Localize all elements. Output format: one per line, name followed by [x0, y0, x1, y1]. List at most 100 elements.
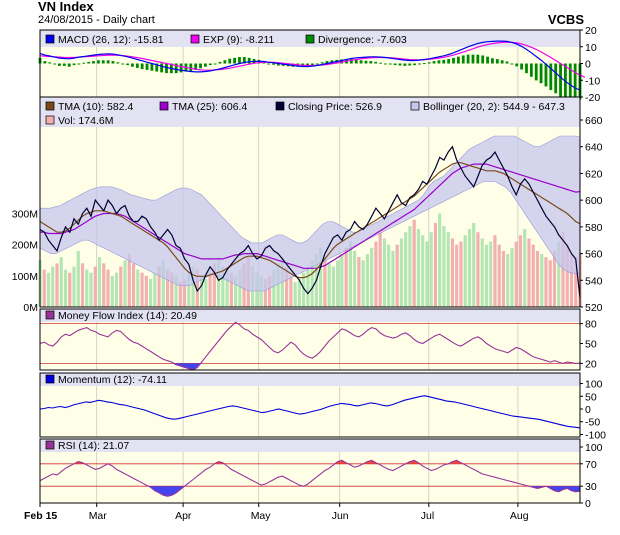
macd-divergence-bar	[364, 60, 368, 64]
volume-bar	[182, 278, 187, 307]
volume-bar	[178, 282, 182, 307]
macd-axis-tick-label-1: 10	[585, 42, 597, 54]
volume-bar	[306, 266, 310, 307]
volume-bar	[161, 260, 165, 307]
macd-divergence-bar	[369, 61, 373, 64]
volume-bar	[302, 272, 306, 307]
volume-bar	[170, 272, 174, 307]
volume-bar	[365, 254, 370, 307]
rsi-legend-bg	[40, 439, 580, 452]
volume-bar	[540, 254, 544, 307]
volume-bar	[497, 244, 501, 307]
macd-divergence-bar	[43, 61, 47, 64]
macd-divergence-bar	[87, 61, 91, 64]
volume-bar	[361, 260, 365, 307]
volume-bar	[293, 282, 297, 307]
macd-divergence-bar	[559, 63, 562, 97]
volume-bar	[370, 247, 374, 307]
volume-bar	[425, 241, 429, 307]
macd-divergence-bar	[418, 63, 421, 65]
momentum-axis-tick-label-2: 0	[585, 404, 591, 416]
volume-bar	[459, 241, 463, 307]
volume-bar	[216, 257, 221, 307]
volume-bar	[527, 238, 531, 307]
volume-bar	[319, 247, 323, 307]
volume-bar	[110, 275, 114, 307]
macd-divergence-bar	[466, 54, 470, 64]
macd-divergence-bar	[539, 63, 543, 84]
macd-divergence-bar	[359, 60, 363, 64]
mfi-axis-tick-label-2: 20	[585, 358, 597, 370]
macd-divergence-bar	[500, 60, 504, 64]
macd-divergence-bar	[447, 59, 451, 64]
macd-divergence-bar	[403, 63, 407, 66]
macd-divergence-bar	[267, 63, 271, 65]
volume-bar	[348, 241, 352, 307]
macd-divergence-bar	[349, 59, 353, 64]
macd-legend-1-label: EXP (9): -8.211	[203, 34, 275, 46]
price-legend-1-label: TMA (25): 606.4	[172, 101, 247, 113]
volume-bar	[378, 232, 382, 307]
macd-divergence-bar	[276, 63, 280, 66]
macd-divergence-bar	[101, 60, 105, 64]
volume-bar	[523, 229, 527, 307]
volume-bar	[340, 254, 344, 307]
momentum-legend-swatch	[45, 374, 55, 384]
macd-divergence-bar	[213, 63, 217, 65]
rsi-axis-tick-label-1: 70	[585, 459, 597, 471]
macd-divergence-bar	[82, 62, 86, 64]
volume-bar	[127, 254, 131, 307]
volume-axis-label-3: 0M	[23, 302, 38, 314]
volume-bar	[412, 219, 416, 307]
volume-bar	[63, 269, 68, 307]
momentum-axis-tick-label-3: -50	[585, 417, 600, 429]
price-legend-4-swatch	[45, 115, 55, 125]
macd-divergence-bar	[529, 63, 533, 77]
volume-bar	[569, 254, 574, 307]
macd-divergence-bar	[116, 62, 120, 64]
macd-divergence-bar	[354, 59, 358, 64]
mfi-axis-tick-label-1: 50	[585, 339, 597, 351]
macd-line	[39, 40, 581, 91]
macd-divergence-bar	[58, 63, 61, 66]
volume-bar	[514, 241, 518, 307]
rsi-legend-label: RSI (14): 21.07	[58, 440, 129, 452]
volume-bar	[97, 257, 102, 307]
price-axis-tick-label-3: 600	[585, 195, 603, 207]
volume-bar	[268, 275, 272, 307]
volume-bar	[123, 260, 127, 307]
macd-divergence-bar	[62, 63, 66, 66]
macd-divergence-bar	[379, 62, 382, 64]
volume-bar	[493, 235, 497, 307]
macd-divergence-bar	[495, 59, 499, 64]
macd-divergence-bar	[398, 63, 402, 66]
volume-bar	[72, 266, 76, 307]
price-legend-0-swatch	[45, 101, 55, 111]
macd-divergence-bar	[568, 63, 572, 101]
volume-bar	[399, 238, 404, 307]
macd-divergence-bar	[505, 61, 509, 64]
macd-divergence-bar	[155, 63, 159, 72]
month-label-2: Apr	[175, 510, 192, 522]
volume-bar	[552, 250, 557, 307]
macd-divergence-bar	[393, 63, 397, 66]
rsi-axis-tick-label-3: 0	[585, 498, 591, 510]
macd-divergence-bar	[340, 59, 344, 64]
volume-bar	[344, 247, 348, 307]
volume-bar	[51, 266, 55, 307]
macd-divergence-bar	[554, 63, 558, 94]
momentum-axis-tick-label-0: 100	[585, 379, 603, 391]
volume-bar	[531, 244, 535, 307]
price-axis-tick-label-2: 620	[585, 168, 603, 180]
macd-divergence-bar	[471, 54, 475, 64]
macd-divergence-bar	[48, 62, 52, 64]
macd-divergence-bar	[111, 61, 115, 64]
macd-divergence-bar	[476, 54, 480, 64]
volume-bar	[85, 269, 89, 307]
volume-bar	[225, 269, 229, 307]
macd-divergence-bar	[544, 63, 548, 87]
volume-bar	[476, 232, 480, 307]
price-legend-1-swatch	[159, 101, 169, 111]
momentum-axis-tick-label-1: 50	[585, 391, 597, 403]
